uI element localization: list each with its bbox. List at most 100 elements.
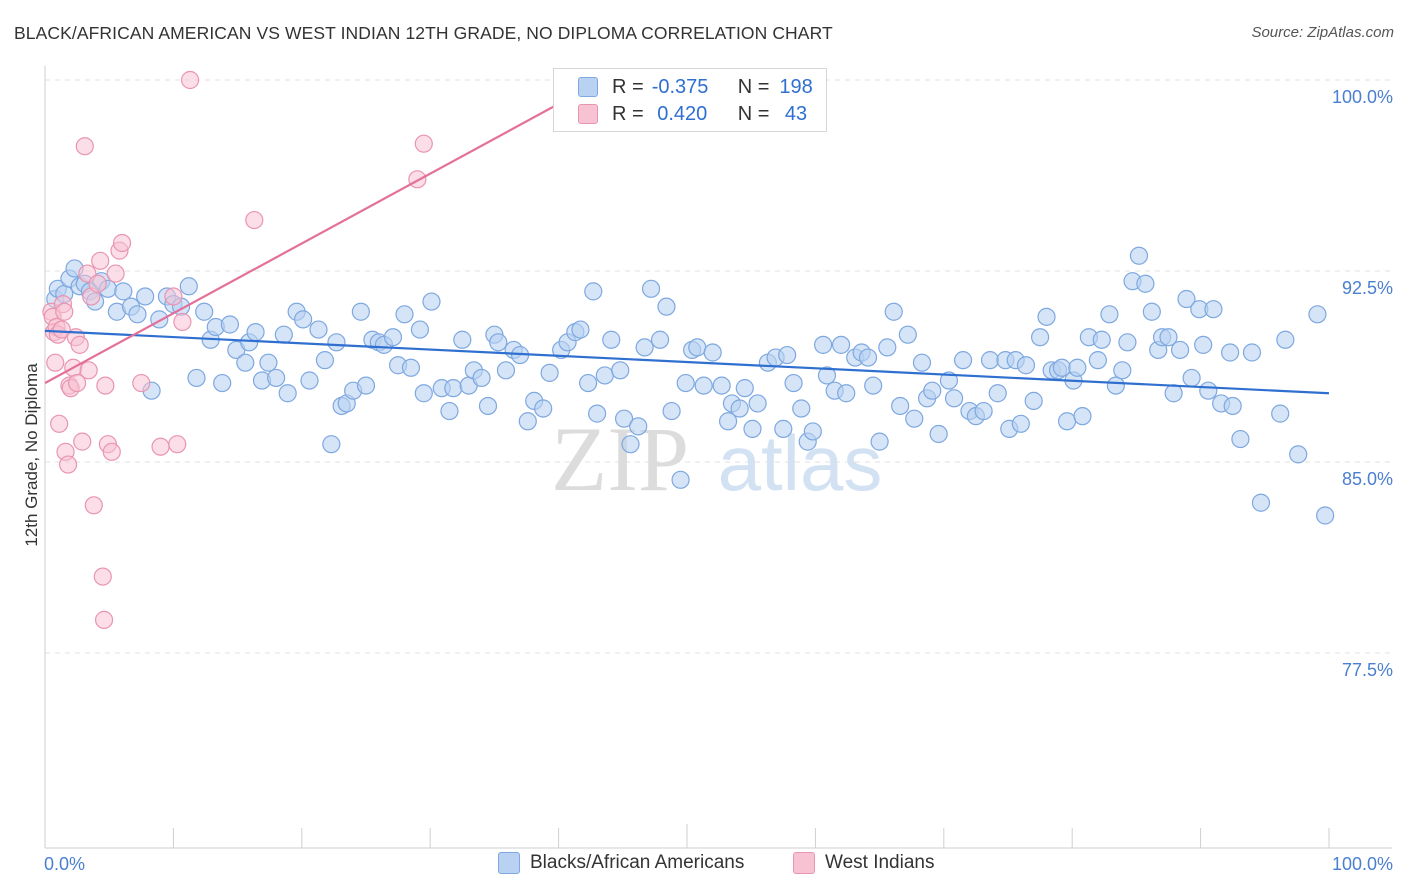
point-blacks [278,384,297,403]
x-tick-label: 0.0% [44,854,85,874]
point-blacks [1024,391,1043,410]
legend-r-value: -0.375 [651,75,709,98]
point-blacks [774,419,793,438]
point-blacks [1271,404,1290,423]
point-blacks [489,333,508,352]
bottom-legend-label-west-indians: West Indians [825,852,935,873]
legend-r-label: R = [612,102,644,125]
point-blacks [814,335,833,354]
correlation-legend: R = -0.375 N = 198 R = 0.420 N = 43 [553,68,827,132]
point-blacks [905,409,924,428]
point-west-indians [88,274,107,293]
point-blacks [884,302,903,321]
point-west-indians [93,567,112,586]
point-blacks [718,412,738,431]
point-blacks [478,396,498,416]
point-blacks [864,376,883,395]
point-west-indians [52,320,71,339]
point-blacks [662,401,681,421]
point-blacks [472,368,491,388]
legend-swatch-pink [578,104,598,124]
bottom-legend-label-blacks: Blacks/African Americans [530,852,745,873]
point-blacks [1316,506,1335,525]
point-blacks [136,287,155,306]
point-blacks [891,396,910,416]
point-blacks [410,320,430,339]
point-west-indians [408,170,427,189]
trend-line-blacks [44,329,1330,395]
point-blacks [743,419,762,438]
point-west-indians [245,210,264,230]
point-blacks [179,277,198,296]
point-blacks [236,353,255,372]
point-blacks [534,399,553,418]
point-blacks [878,338,897,357]
point-blacks [611,361,630,380]
point-blacks [1242,343,1262,362]
point-west-indians [55,302,74,321]
gridlines [45,79,1392,654]
point-west-indians [75,137,94,156]
point-blacks [1199,381,1218,400]
point-west-indians [414,134,433,153]
point-blacks [657,297,676,316]
point-blacks [315,351,335,370]
point-blacks [1088,351,1107,370]
point-blacks [803,422,822,441]
point-blacks [401,358,421,377]
legend-swatch-blue [578,77,598,97]
point-blacks [912,353,932,372]
x-tick-label: 100.0% [1332,854,1393,874]
watermark: ZIP atlas [551,408,882,510]
point-blacks [1204,300,1223,319]
point-blacks [980,351,1000,370]
point-west-indians [73,432,92,451]
point-blacks [246,323,265,342]
legend-n-value: 43 [779,102,808,125]
point-blacks [274,325,293,344]
point-blacks [1037,307,1056,326]
point-west-indians [79,361,98,380]
point-blacks [267,368,286,388]
point-blacks [440,401,459,421]
point-blacks [923,381,942,400]
point-blacks [327,333,346,352]
series-blacks-points [46,246,1335,525]
point-blacks [671,470,690,489]
point-blacks [621,435,640,454]
point-blacks [1057,412,1077,431]
point-west-indians [94,610,114,629]
point-blacks [579,373,598,393]
point-blacks [1159,328,1178,347]
point-blacks [322,435,341,454]
point-blacks [128,305,147,324]
chart-source: Source: ZipAtlas.com [1251,24,1394,41]
point-blacks [650,330,670,349]
point-blacks [602,330,621,349]
point-blacks [792,399,811,418]
point-blacks [1164,384,1183,403]
point-west-indians [164,287,183,306]
point-blacks [518,412,537,431]
point-blacks [220,315,239,334]
point-west-indians [102,442,121,461]
trend-lines [44,99,1330,395]
point-west-indians [91,251,110,270]
bottom-legend-west-indians: West Indians [793,852,934,874]
point-blacks [1030,328,1050,347]
point-blacks [1223,396,1242,416]
point-blacks [1308,305,1327,324]
y-tick-label: 92.5% [1342,278,1393,298]
point-blacks [735,379,754,398]
point-blacks [453,330,472,349]
point-west-indians [67,373,87,393]
legend-n-label: N = [737,75,770,98]
trend-line-west-indians [44,99,566,385]
point-blacks [356,376,376,395]
point-blacks [595,366,614,385]
point-west-indians [132,373,151,393]
point-blacks [817,366,837,385]
point-west-indians [46,353,65,372]
series-west-indians-points [42,70,433,629]
